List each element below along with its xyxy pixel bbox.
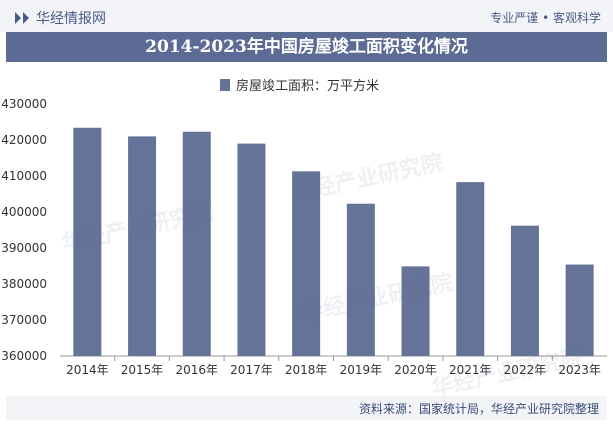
x-tick-label: 2017年 bbox=[230, 363, 273, 377]
footer: 资料来源：国家统计局，华经产业研究院整理 bbox=[6, 396, 607, 420]
bar bbox=[510, 225, 539, 356]
bar bbox=[292, 171, 321, 356]
y-tick-label: 380000 bbox=[1, 277, 47, 291]
bar bbox=[565, 264, 594, 356]
chart-title: 2014-2023年中国房屋竣工面积变化情况 bbox=[6, 32, 607, 62]
x-tick-label: 2022年 bbox=[504, 363, 547, 377]
brand-logo-icon bbox=[15, 12, 29, 24]
y-tick-label: 420000 bbox=[1, 133, 47, 147]
y-tick-label: 430000 bbox=[1, 97, 47, 111]
bar bbox=[456, 182, 485, 356]
x-tick-label: 2019年 bbox=[340, 363, 383, 377]
bar-chart: 430000 420000 410000 400000 390000 380000 3700… bbox=[1, 97, 607, 377]
bar bbox=[401, 266, 430, 356]
brand: 华经情报网 bbox=[14, 8, 106, 28]
bar bbox=[73, 127, 102, 356]
y-tick-label: 390000 bbox=[1, 241, 47, 255]
x-tick-label: 2021年 bbox=[449, 363, 492, 377]
y-tick-label: 400000 bbox=[1, 205, 47, 219]
x-tick-label: 2016年 bbox=[175, 363, 218, 377]
legend-label: 房屋竣工面积：万平方米 bbox=[236, 79, 380, 94]
brand-name: 华经情报网 bbox=[36, 11, 106, 27]
slogan: 专业严谨 • 客观科学 bbox=[490, 11, 601, 25]
source-note: 资料来源：国家统计局，华经产业研究院整理 bbox=[358, 402, 599, 416]
x-tick-label: 2014年 bbox=[66, 363, 109, 377]
x-tick-label: 2023年 bbox=[558, 363, 601, 377]
legend-swatch bbox=[220, 78, 230, 91]
y-tick-label: 360000 bbox=[1, 349, 47, 363]
top-bar: 华经情报网 专业严谨 • 客观科学 bbox=[0, 0, 613, 32]
bar bbox=[182, 131, 211, 356]
bar bbox=[346, 203, 375, 356]
y-tick-label: 370000 bbox=[1, 313, 47, 327]
x-tick-label: 2018年 bbox=[285, 363, 328, 377]
bar bbox=[128, 136, 157, 356]
legend: 房屋竣工面积：万平方米 bbox=[220, 75, 379, 94]
x-tick-label: 2015年 bbox=[121, 363, 164, 377]
bar bbox=[237, 143, 266, 356]
x-tick-label: 2020年 bbox=[394, 363, 437, 377]
y-tick-label: 410000 bbox=[1, 169, 47, 183]
